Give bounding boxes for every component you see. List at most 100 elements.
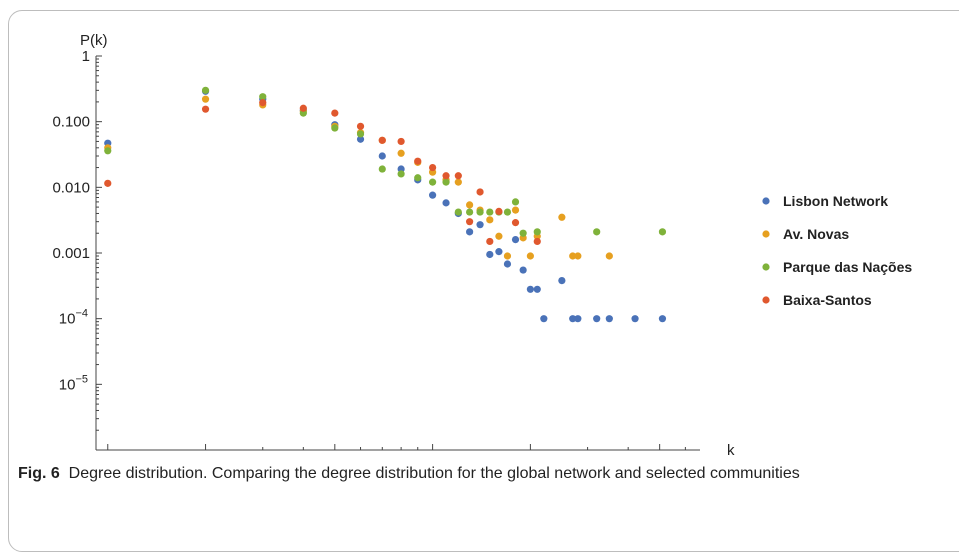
data-point [569,252,577,260]
data-point [104,147,112,155]
data-point [519,266,527,274]
legend-label: Lisbon Network [783,193,888,209]
data-point [466,208,474,216]
data-point [658,315,667,323]
y-tick-label: 0.001 [52,245,90,262]
data-point [511,206,520,214]
data-point [201,86,210,94]
data-point [331,124,339,132]
data-point [574,315,582,323]
data-point [503,208,512,216]
data-point [466,228,474,236]
data-point [466,218,474,226]
data-point [605,315,613,323]
legend-marker [762,296,770,304]
data-point [466,201,474,209]
data-point [356,122,365,130]
series-lisbon-network [104,87,667,323]
caption-text: Degree distribution. Comparing the degre… [68,465,800,482]
data-point [495,207,503,216]
data-point [442,172,450,180]
legend: Lisbon Network Av. Novas Parque das Nações… [762,193,912,308]
data-point [631,315,639,323]
data-point [503,260,512,268]
data-point [378,165,386,173]
data-point [476,221,484,229]
data-point [201,105,210,113]
legend-marker [762,230,770,238]
x-tick-label: 50 [651,457,668,460]
y-tick-label: 0.100 [52,114,90,131]
data-point [378,152,386,160]
figure-caption: Fig. 6 Degree distribution. Comparing th… [18,463,938,484]
data-point [533,285,541,293]
data-point [259,93,267,101]
data-point [414,157,422,165]
data-point [519,229,527,237]
data-point [511,198,520,206]
data-point [495,232,503,240]
data-point [442,178,450,186]
data-point [442,199,450,207]
data-point [558,276,566,285]
data-point [454,178,462,186]
data-point [569,315,577,323]
legend-label: Av. Novas [783,226,849,242]
data-point [605,252,613,260]
data-point [104,179,112,187]
data-point [414,174,422,182]
data-point [201,95,210,103]
data-point [486,250,494,259]
y-tick-label: 0.010 [52,179,90,196]
data-point [331,109,339,117]
data-point [574,252,582,260]
data-points [104,86,667,323]
series-baixa-santos [104,99,541,246]
y-axis-title: P(k) [80,32,108,49]
data-point [658,228,667,236]
x-axis-title: k [727,442,735,459]
x-tick-label: 2 [201,457,209,460]
data-point [593,315,601,323]
data-point [299,104,307,112]
data-point [511,219,520,227]
x-tick-label: 10 [424,457,441,460]
degree-distribution-chart: 1 2 5 10 20 50 1 0.100 0.010 0.001 10−4 10−5 k P(k) L… [52,32,912,460]
data-point [429,178,437,186]
data-point [429,191,437,199]
axes: 1 2 5 10 20 50 1 0.100 0.010 0.001 10−4 10−5 k P(k) [52,32,735,460]
data-point [356,135,365,143]
x-tick-label: 1 [104,457,112,460]
data-point [378,136,386,144]
data-point [558,213,566,221]
legend-label: Baixa-Santos [783,292,872,308]
data-point [397,149,405,157]
legend-label: Parque das Nações [783,259,912,275]
data-point [486,237,494,246]
data-point [454,172,462,180]
x-tick-label: 5 [331,457,339,460]
data-point [259,99,267,107]
figure-label: Fig. 6 [18,465,60,482]
legend-marker [762,197,770,205]
data-point [397,170,405,178]
y-tick-label: 10−4 [59,308,88,328]
data-point [495,248,503,256]
data-point [526,252,534,260]
data-point [533,228,541,236]
data-point [533,237,541,246]
data-point [486,208,494,216]
data-point [397,137,405,146]
data-point [511,235,520,244]
data-point [526,285,534,293]
data-point [503,252,512,260]
data-point [356,130,365,138]
data-point [476,188,484,196]
y-tick-label: 10−5 [59,373,88,393]
data-point [476,208,484,216]
y-tick-label: 1 [82,48,90,65]
data-point [486,216,494,224]
data-point [429,163,437,172]
legend-marker [762,263,770,271]
data-point [540,315,548,323]
